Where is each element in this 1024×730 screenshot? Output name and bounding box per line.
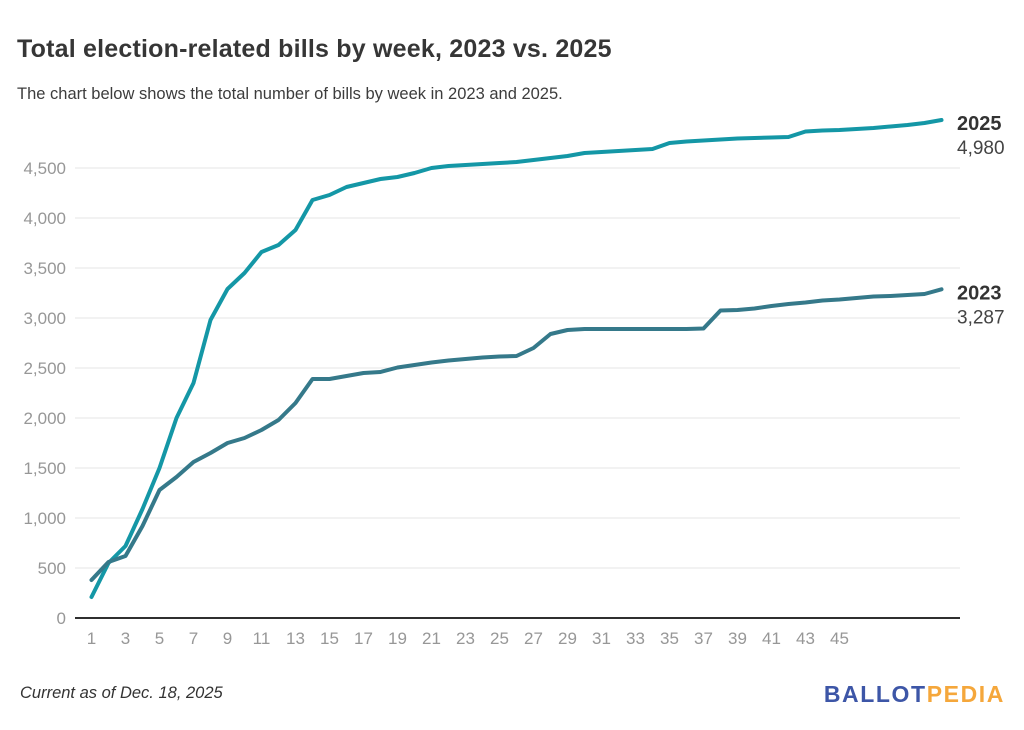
series-total-2023: 3,287 <box>957 307 1005 328</box>
y-tick-label: 2,000 <box>23 409 66 428</box>
x-tick-label: 5 <box>155 629 164 648</box>
y-tick-label: 3,000 <box>23 309 66 328</box>
y-tick-label: 1,500 <box>23 459 66 478</box>
x-tick-label: 37 <box>694 629 713 648</box>
y-tick-label: 500 <box>38 559 66 578</box>
series-label-2023: 2023 <box>957 282 1002 304</box>
y-tick-label: 4,000 <box>23 209 66 228</box>
x-tick-label: 19 <box>388 629 407 648</box>
logo-pedia-text: PEDIA <box>926 681 1005 707</box>
x-tick-label: 31 <box>592 629 611 648</box>
x-tick-label: 21 <box>422 629 441 648</box>
x-tick-label: 43 <box>796 629 815 648</box>
y-tick-label: 2,500 <box>23 359 66 378</box>
x-tick-label: 11 <box>253 629 271 648</box>
y-tick-label: 3,500 <box>23 259 66 278</box>
chart-title: Total election-related bills by week, 20… <box>17 34 612 63</box>
series-line-2025 <box>89 118 944 599</box>
x-tick-label: 33 <box>626 629 645 648</box>
chart-subtitle: The chart below shows the total number o… <box>17 84 563 103</box>
x-tick-label: 1 <box>87 629 96 648</box>
x-tick-label: 13 <box>286 629 305 648</box>
x-tick-label: 29 <box>558 629 577 648</box>
x-tick-label: 25 <box>490 629 509 648</box>
series-label-2025: 2025 <box>957 113 1002 135</box>
logo-ballot-text: BALLOT <box>823 681 927 707</box>
x-tick-label: 17 <box>354 629 373 648</box>
x-tick-label: 35 <box>660 629 679 648</box>
x-tick-label: 7 <box>189 629 198 648</box>
x-tick-label: 45 <box>830 629 849 648</box>
y-tick-label: 1,000 <box>23 509 66 528</box>
series-line-2023 <box>89 287 944 582</box>
x-tick-label: 41 <box>762 629 781 648</box>
x-tick-label: 39 <box>728 629 747 648</box>
x-tick-label: 9 <box>223 629 232 648</box>
y-tick-label: 0 <box>57 609 66 628</box>
series-total-2025: 4,980 <box>957 138 1005 159</box>
x-tick-label: 27 <box>524 629 543 648</box>
y-tick-label: 4,500 <box>23 159 66 178</box>
chart-footnote: Current as of Dec. 18, 2025 <box>20 684 223 702</box>
x-tick-label: 23 <box>456 629 475 648</box>
ballotpedia-logo: BALLOTPEDIA <box>824 681 1005 708</box>
x-tick-label: 15 <box>320 629 339 648</box>
x-tick-label: 3 <box>121 629 130 648</box>
